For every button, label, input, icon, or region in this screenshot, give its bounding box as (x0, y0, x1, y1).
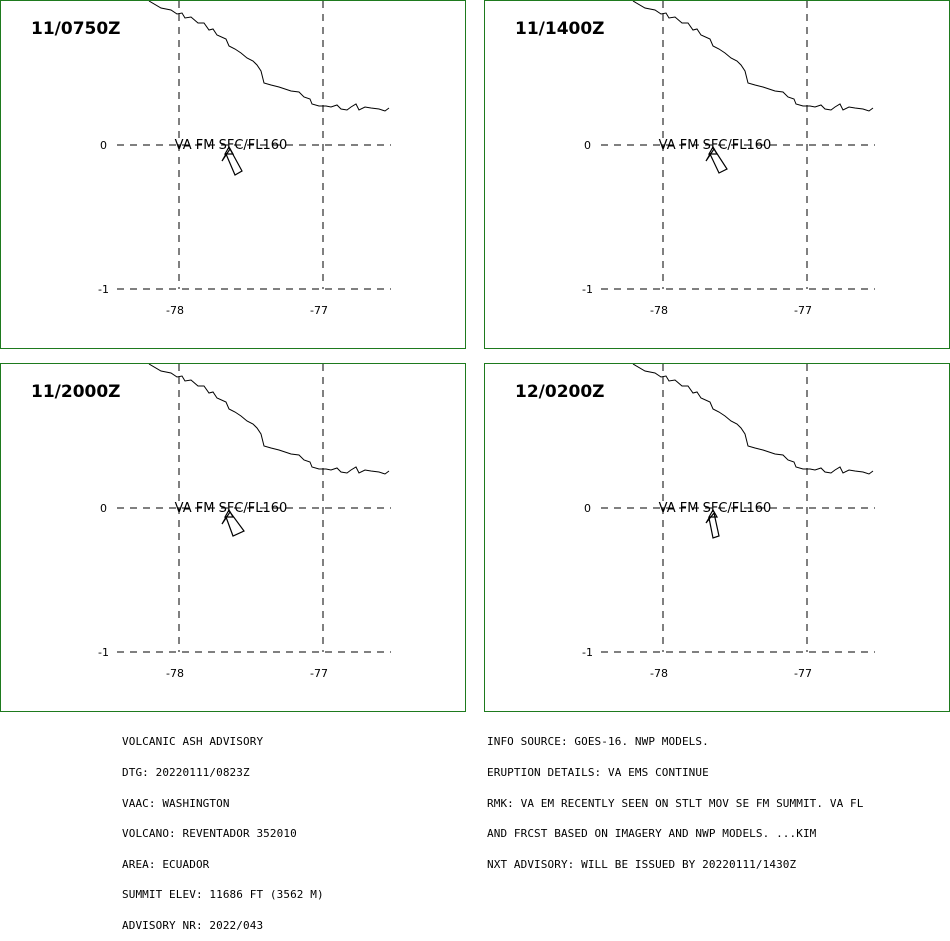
map-panel-1: 11/0750Z 0 -1 -78 -77 VA FM SFC/FL160 (0, 0, 466, 349)
ash-height-label: VA FM SFC/FL160 (659, 501, 772, 516)
lon-tick-label: -77 (310, 667, 328, 680)
ash-height-label: VA FM SFC/FL160 (659, 138, 772, 153)
volcano-marker (707, 508, 719, 518)
lat-tick-label: -1 (98, 283, 109, 296)
lon-tick-label: -77 (794, 667, 812, 680)
ash-height-label: VA FM SFC/FL160 (175, 138, 288, 153)
advisory-line: AND FRCST BASED ON IMAGERY AND NWP MODEL… (487, 827, 817, 841)
lon-tick-label: -78 (166, 667, 184, 680)
panel-time-label: 12/0200Z (515, 382, 605, 402)
coastline (632, 1, 874, 112)
map-panel-3: 11/2000Z 0 -1 -78 -77 VA FM SFC/FL160 (0, 363, 466, 712)
map-panel-4: 12/0200Z 0 -1 -78 -77 VA FM SFC/FL160 (484, 363, 950, 712)
lon-tick-label: -77 (794, 304, 812, 317)
panel-time-label: 11/0750Z (31, 19, 121, 39)
coastline (148, 1, 390, 112)
advisory-line: VOLCANIC ASH ADVISORY (122, 735, 264, 749)
advisory-line: DTG: 20220111/0823Z (122, 766, 250, 780)
map-canvas: 0 -1 -78 -77 VA FM SFC/FL160 (98, 364, 391, 680)
ash-plume (705, 511, 720, 539)
ash-plume (221, 147, 243, 176)
advisory-line: NXT ADVISORY: WILL BE ISSUED BY 20220111… (487, 857, 797, 871)
advisory-header: VOLCANIC ASH ADVISORY DTG: 20220111/0823… (122, 717, 324, 941)
coastline (148, 364, 390, 475)
map-canvas: 0 -1 -78 -77 VA FM SFC/FL160 (582, 1, 875, 317)
lat-tick-label: 0 (584, 139, 591, 152)
advisory-line: ERUPTION DETAILS: VA EMS CONTINUE (487, 766, 709, 780)
ash-height-label: VA FM SFC/FL160 (175, 501, 288, 516)
coastline (632, 364, 874, 475)
ash-plume (705, 147, 728, 174)
panel-time-label: 11/2000Z (31, 382, 121, 402)
lat-tick-label: -1 (582, 646, 593, 659)
advisory-line: ADVISORY NR: 2022/043 (122, 919, 264, 933)
advisory-line: AREA: ECUADOR (122, 857, 210, 871)
lon-tick-label: -77 (310, 304, 328, 317)
lat-tick-label: 0 (100, 502, 107, 515)
advisory-remarks: INFO SOURCE: GOES-16. NWP MODELS. ERUPTI… (487, 717, 863, 880)
lon-tick-label: -78 (166, 304, 184, 317)
lat-tick-label: 0 (100, 139, 107, 152)
ash-plume (221, 510, 245, 537)
lon-tick-label: -78 (650, 667, 668, 680)
map-panel-2: 11/1400Z 0 -1 -78 -77 VA FM SFC/FL160 (484, 0, 950, 349)
lat-tick-label: -1 (98, 646, 109, 659)
lat-tick-label: 0 (584, 502, 591, 515)
lat-tick-label: -1 (582, 283, 593, 296)
advisory-line: SUMMIT ELEV: 11686 FT (3562 M) (122, 888, 324, 902)
map-canvas: 0 -1 -78 -77 VA FM SFC/FL160 (98, 1, 391, 317)
map-canvas: 0 -1 -78 -77 VA FM SFC/FL160 (582, 364, 875, 680)
advisory-line: VOLCANO: REVENTADOR 352010 (122, 827, 297, 841)
panel-time-label: 11/1400Z (515, 19, 605, 39)
advisory-line: VAAC: WASHINGTON (122, 796, 230, 810)
lon-tick-label: -78 (650, 304, 668, 317)
advisory-line: INFO SOURCE: GOES-16. NWP MODELS. (487, 735, 709, 749)
advisory-line: RMK: VA EM RECENTLY SEEN ON STLT MOV SE … (487, 796, 864, 810)
